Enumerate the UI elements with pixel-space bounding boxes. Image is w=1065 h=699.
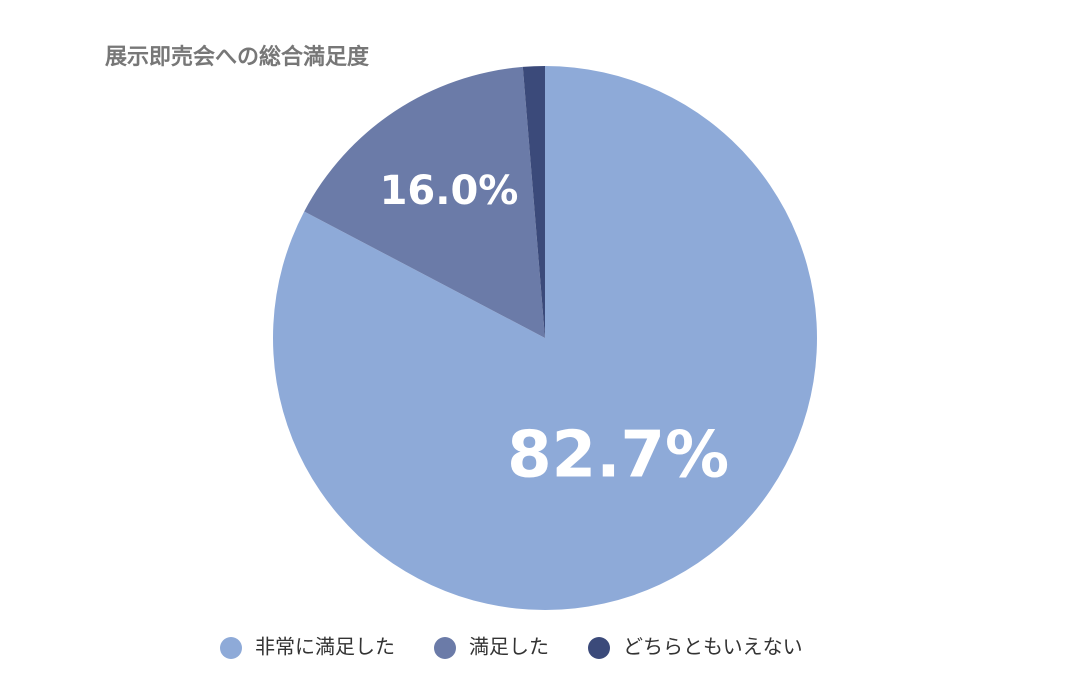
data-label: 82.7% [507,419,729,493]
legend-marker [434,637,456,659]
data-label: 16.0% [380,168,519,214]
legend-label: 非常に満足した [255,635,395,659]
legend-label: どちらともいえない [623,635,803,659]
pie-slice [304,66,545,339]
chart-title: 展示即売会への総合満足度 [105,44,370,70]
legend-marker [220,637,242,659]
legend-marker [588,637,610,659]
legend-label: 満足した [469,635,549,659]
pie-slice [522,66,545,338]
